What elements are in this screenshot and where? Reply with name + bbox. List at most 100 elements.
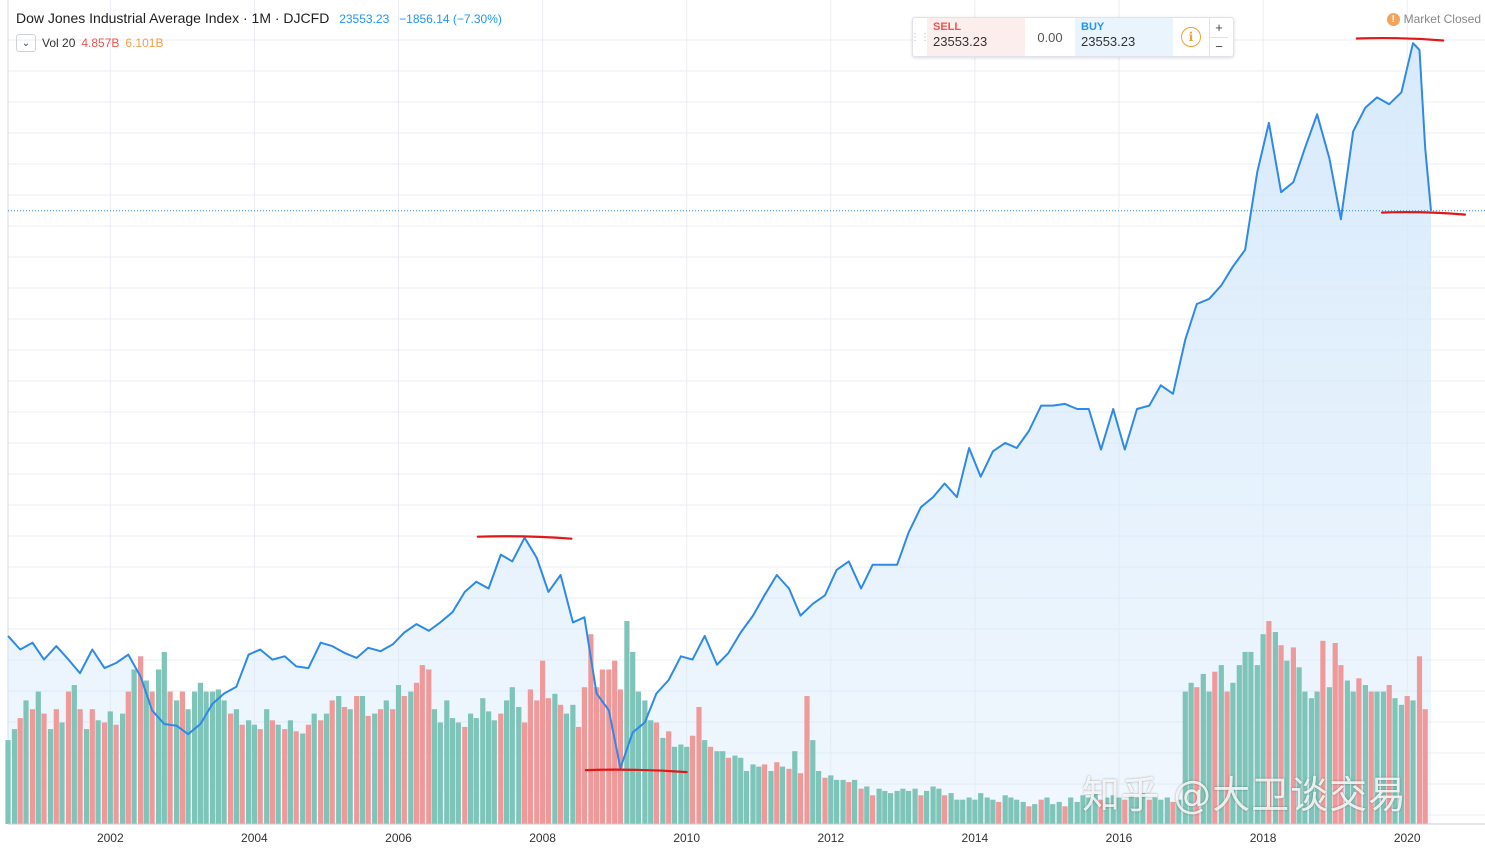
volume-bar xyxy=(444,700,450,824)
volume-bar xyxy=(1416,656,1423,824)
volume-bar xyxy=(161,651,167,824)
volume-bar xyxy=(143,680,149,824)
volume-bar xyxy=(635,691,641,824)
symbol-title[interactable]: Dow Jones Industrial Average Index · 1M … xyxy=(16,10,330,26)
volume-bar xyxy=(648,720,654,824)
volume-bar xyxy=(221,700,227,824)
volume-bar xyxy=(1278,645,1284,824)
market-status: ! Market Closed xyxy=(1386,12,1481,26)
x-tick-label: 2010 xyxy=(673,831,701,845)
volume-bar xyxy=(1326,687,1332,824)
volume-bar xyxy=(131,669,137,824)
annotation-line xyxy=(1355,36,1445,42)
volume-bar xyxy=(53,709,59,824)
x-tick-label: 2014 xyxy=(961,831,989,845)
x-tick-label: 2012 xyxy=(817,831,845,845)
volume-bar xyxy=(125,691,131,824)
volume-bar xyxy=(1104,797,1110,824)
sell-price: 23553.23 xyxy=(933,34,988,49)
buy-button[interactable]: BUY 23553.23 xyxy=(1075,18,1173,56)
volume-bar xyxy=(642,700,648,824)
volume-bar xyxy=(617,689,623,824)
spread-value: 0.00 xyxy=(1037,29,1063,45)
volume-bar xyxy=(107,711,113,824)
volume-bar xyxy=(816,771,822,824)
volume-bar xyxy=(1128,795,1134,824)
volume-bar xyxy=(89,709,95,824)
watermark: 知乎 @大卫谈交易 xyxy=(1082,773,1408,817)
volume-bar xyxy=(156,669,162,824)
volume-bar xyxy=(870,795,876,824)
volume-bar xyxy=(1032,804,1038,824)
volume-bar xyxy=(756,766,762,824)
volume-bar xyxy=(282,729,288,824)
volume-bar xyxy=(390,709,396,824)
volume-bar xyxy=(1188,682,1194,824)
volume-bar xyxy=(1212,671,1218,824)
volume-bar xyxy=(486,711,492,824)
volume-bar xyxy=(41,713,47,824)
volume-bar xyxy=(318,720,324,824)
chevron-down-icon[interactable]: ⌄ xyxy=(16,34,36,52)
info-button[interactable]: i xyxy=(1173,18,1209,56)
volume-bar xyxy=(1182,691,1188,824)
sell-button[interactable]: SELL 23553.23 xyxy=(927,18,1025,56)
volume-bar xyxy=(11,729,18,824)
volume-label: Vol 20 xyxy=(42,36,76,50)
volume-bar xyxy=(912,788,918,824)
volume-bar xyxy=(197,682,203,824)
price-area xyxy=(8,43,1431,824)
volume-bar xyxy=(491,720,497,824)
volume-bar xyxy=(509,687,515,824)
volume-bar xyxy=(1086,797,1092,824)
volume-bar xyxy=(1224,691,1230,824)
volume-bar xyxy=(630,651,636,824)
volume-bar xyxy=(1206,691,1212,824)
sell-label: SELL xyxy=(933,21,962,33)
volume-bar xyxy=(1308,698,1314,824)
volume-bar xyxy=(1164,797,1170,824)
volume-bar xyxy=(293,731,299,824)
volume-bar xyxy=(779,766,786,824)
volume-bar xyxy=(725,757,732,824)
volume-bar xyxy=(864,786,870,824)
volume-bar xyxy=(65,691,72,824)
volume-bar xyxy=(653,722,659,824)
volume-bar xyxy=(588,634,594,824)
volume-value: 4.857B xyxy=(81,36,120,50)
volume-bar xyxy=(834,779,840,824)
volume-bar xyxy=(540,660,546,824)
volume-bar xyxy=(972,799,978,824)
volume-bar xyxy=(1158,799,1164,824)
volume-bar xyxy=(1218,665,1224,824)
buy-price: 23553.23 xyxy=(1081,34,1136,49)
volume-bar xyxy=(1002,795,1008,824)
volume-bar xyxy=(264,709,270,824)
volume-bar xyxy=(702,740,708,824)
volume-bar xyxy=(1242,651,1248,824)
volume-bar xyxy=(329,700,335,824)
volume-bar xyxy=(1248,651,1254,824)
volume-bar xyxy=(437,722,443,824)
volume-bar xyxy=(527,689,533,824)
minus-button[interactable]: − xyxy=(1215,39,1223,55)
x-tick-label: 2020 xyxy=(1393,831,1421,845)
volume-bar xyxy=(576,726,582,824)
drag-handle-icon[interactable]: ⋮⋮ xyxy=(910,31,930,43)
volume-bar xyxy=(179,691,185,824)
volume-bar xyxy=(960,799,966,824)
volume-bar xyxy=(1380,691,1386,824)
volume-bar xyxy=(1062,806,1068,824)
volume-bar xyxy=(1266,621,1272,824)
annotation-line xyxy=(1380,211,1466,216)
volume-bar xyxy=(1044,797,1050,824)
volume-bar xyxy=(1050,804,1056,824)
volume-bar xyxy=(1260,634,1266,824)
volume-bar xyxy=(498,713,504,824)
volume-bar xyxy=(563,713,569,824)
volume-bar xyxy=(95,720,101,824)
volume-bar xyxy=(552,693,558,824)
plus-button[interactable]: + xyxy=(1210,18,1228,38)
volume-bar xyxy=(83,729,90,824)
